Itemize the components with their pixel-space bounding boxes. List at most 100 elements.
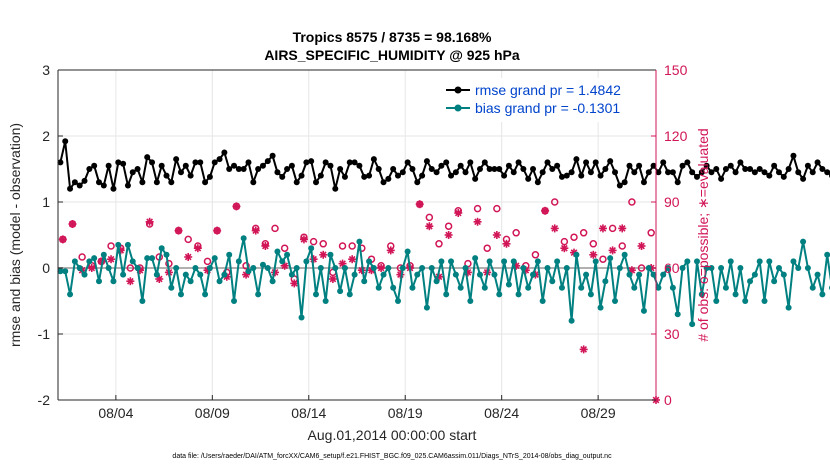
rmse-series-point <box>375 166 382 172</box>
rmse-series-point <box>766 172 773 179</box>
obs-evaluated-stroke <box>377 264 385 272</box>
obs-possible-point <box>579 229 588 237</box>
rmse-series-point <box>100 182 107 189</box>
obs-evaluated-stroke <box>445 231 452 239</box>
obs-evaluated-stroke <box>300 236 308 243</box>
bias-series-point <box>361 278 368 285</box>
rmse-series-point <box>380 179 387 186</box>
bias-series-point <box>443 291 450 298</box>
bias-series-point <box>819 291 826 298</box>
obs-evaluated-stroke <box>599 225 607 232</box>
bias-series-point <box>718 265 725 271</box>
rmse-series-point <box>809 169 816 176</box>
bias-series-point <box>235 258 242 265</box>
bias-series-point <box>448 258 455 265</box>
bias-series-point <box>346 291 353 298</box>
rmse-series-point <box>520 166 527 172</box>
rmse-series-point <box>462 169 469 176</box>
bias-series-point <box>693 258 700 265</box>
obs-evaluated-point <box>58 235 67 244</box>
rmse-series-point <box>221 149 228 156</box>
bias-series-point <box>689 321 696 328</box>
obs-evaluated-point <box>541 206 550 215</box>
rmse-series-point <box>288 162 295 169</box>
bias-series-point <box>322 298 329 304</box>
y-tick-label-left: -1 <box>38 326 51 342</box>
bias-series-point <box>62 268 69 275</box>
rmse-series-point <box>250 179 257 186</box>
obs-evaluated-point <box>492 231 501 239</box>
rmse-series-point <box>163 172 170 179</box>
rmse-series-point <box>269 152 276 159</box>
rmse-series-point <box>404 159 411 166</box>
rmse-series-point <box>573 156 580 163</box>
bias-series-point <box>814 271 821 278</box>
rmse-series-point <box>481 159 488 166</box>
bias-series-point <box>732 291 739 298</box>
bias-series-point <box>597 304 604 311</box>
obs-evaluated-stroke <box>59 236 67 243</box>
bias-series-point <box>124 241 131 248</box>
bias-series-point <box>804 265 811 271</box>
bias-series-point <box>375 284 382 291</box>
axes: 08/04 08/09 08/14 08/19 08/24 08/29-2-1012303… <box>38 62 688 421</box>
obs-evaluated-stroke <box>580 346 588 353</box>
rmse-series-point <box>433 169 440 176</box>
rmse-series-point <box>505 162 512 169</box>
rmse-series-point <box>486 166 493 172</box>
legend: rmse grand pr = 1.4842 bias grand pr = -… <box>440 78 646 122</box>
bias-series-point <box>655 284 662 291</box>
rmse-series-point <box>390 166 397 172</box>
bias-series-point <box>187 278 194 285</box>
bias-series-point <box>790 258 797 265</box>
legend-bias-marker <box>454 104 462 112</box>
bias-series-point <box>568 317 575 324</box>
obs-evaluated-stroke <box>194 244 202 252</box>
bias-series-point <box>327 251 334 258</box>
bias-series-point <box>337 288 344 295</box>
bias-series-point <box>756 258 763 265</box>
rmse-series-point <box>616 182 623 189</box>
rmse-series-point <box>689 169 696 176</box>
obs-evaluated-stroke <box>348 255 356 263</box>
rmse-series-point <box>105 162 112 169</box>
rmse-series-point <box>187 172 194 179</box>
rmse-series-point <box>732 169 739 176</box>
bias-series-point <box>684 258 691 265</box>
bias-series-point <box>366 258 373 265</box>
rmse-series-point <box>149 159 156 166</box>
bias-series-point <box>308 245 315 252</box>
obs-possible-point <box>550 198 559 206</box>
bias-series-point <box>645 265 652 271</box>
legend-rmse-marker <box>454 86 462 94</box>
obs-possible-point <box>570 233 578 241</box>
bias-series-point <box>394 298 401 304</box>
obs-possible-point <box>483 244 491 252</box>
bias-series-point <box>698 291 705 298</box>
bias-series-point <box>525 284 532 291</box>
rmse-series-point <box>332 185 339 192</box>
bias-series-point <box>264 265 271 271</box>
rmse-series-point <box>785 166 792 172</box>
obs-evaluated-point <box>184 253 193 261</box>
obs-evaluated-stroke <box>175 227 182 234</box>
bias-series-point <box>211 255 218 262</box>
rmse-series-point <box>144 154 151 161</box>
rmse-series-point <box>790 152 797 159</box>
y-tick-label-right: 0 <box>664 392 672 408</box>
obs-evaluated-point <box>328 275 337 283</box>
y-tick-label-right: 30 <box>664 326 680 342</box>
rmse-series-point <box>259 162 266 169</box>
rmse-series-point <box>496 166 503 172</box>
rmse-series-point <box>457 162 464 169</box>
bias-series-point <box>472 255 479 262</box>
bias-series-point <box>81 271 88 278</box>
obs-evaluated-stroke <box>319 251 327 259</box>
obs-evaluated-point <box>386 246 395 255</box>
rmse-series-point <box>804 162 811 169</box>
bias-series-point <box>800 238 807 245</box>
bias-series-point <box>100 251 107 258</box>
bias-series-point <box>177 291 184 298</box>
bias-series-point <box>428 265 435 271</box>
rmse-series-point <box>414 179 421 186</box>
